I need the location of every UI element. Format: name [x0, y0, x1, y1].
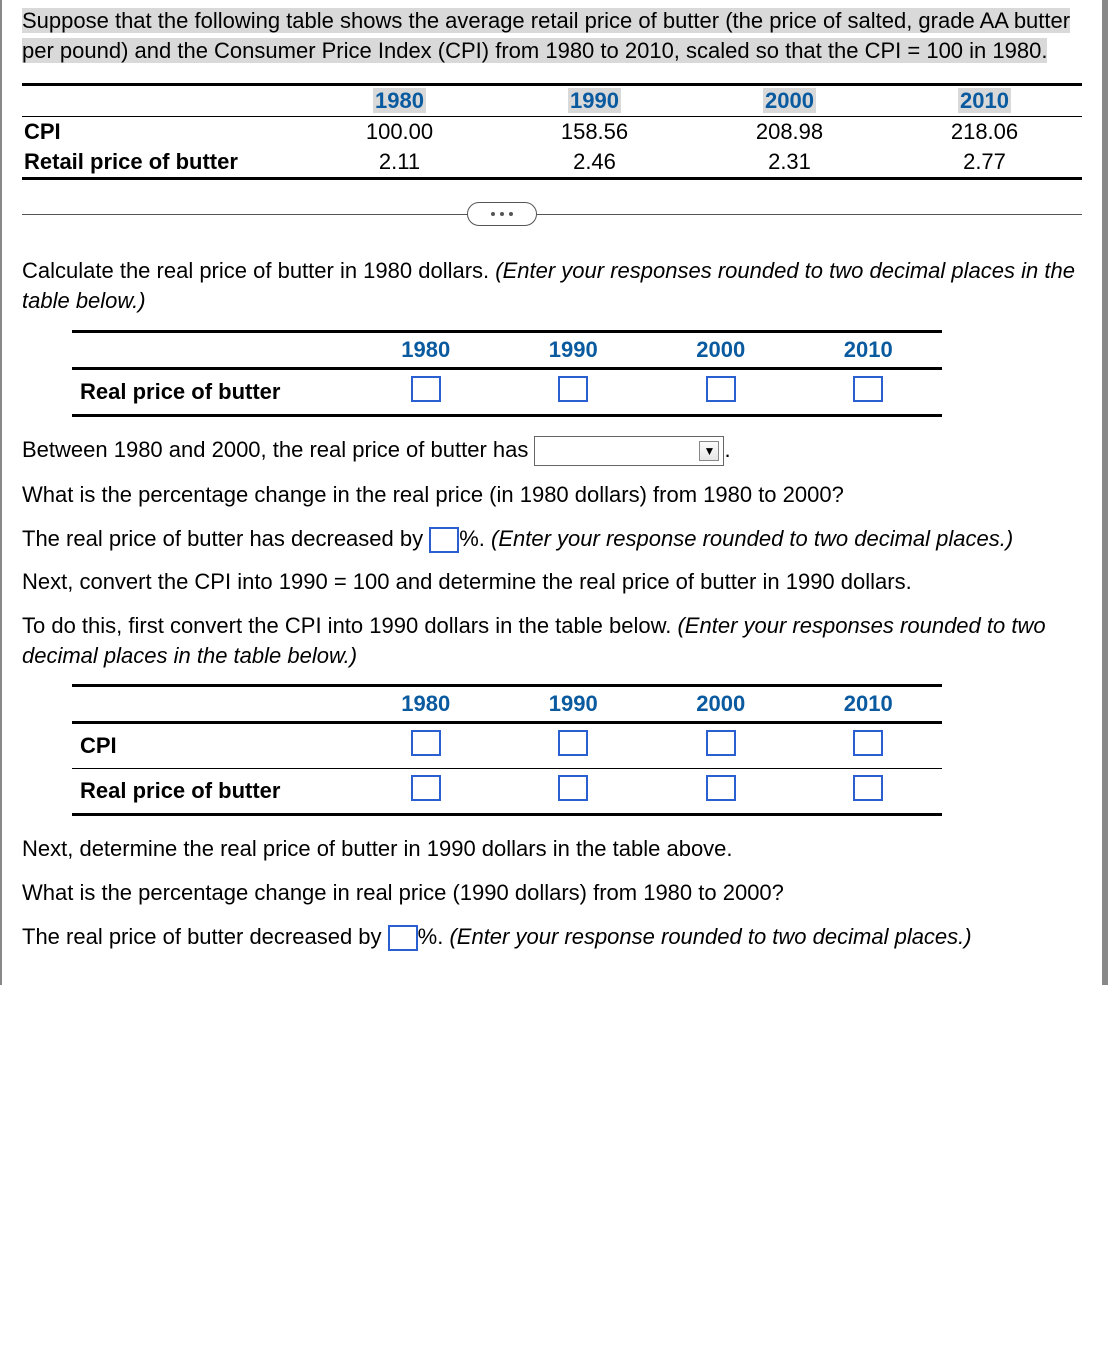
- q9-c: (Enter your response rounded to two deci…: [449, 924, 971, 949]
- real90-2010-input[interactable]: [853, 775, 883, 801]
- question-4-line: The real price of butter has decreased b…: [22, 524, 1082, 554]
- year-header: 2010: [795, 686, 943, 723]
- table-row: CPI 100.00 158.56 208.98 218.06: [22, 117, 1082, 148]
- cell: 2.11: [302, 147, 497, 179]
- cell: 158.56: [497, 117, 692, 148]
- year-header: 1990: [500, 331, 648, 368]
- question-page: Suppose that the following table shows t…: [0, 0, 1108, 985]
- section-divider: [22, 202, 1082, 226]
- real90-1980-input[interactable]: [411, 775, 441, 801]
- real-price-2010-input[interactable]: [853, 376, 883, 402]
- year-header: 1990: [497, 85, 692, 117]
- cpi90-2010-input[interactable]: [853, 730, 883, 756]
- question-1-prompt: Calculate the real price of butter in 19…: [22, 256, 1082, 315]
- question-8-line: What is the percentage change in real pr…: [22, 878, 1082, 908]
- row-label: Real price of butter: [72, 368, 352, 415]
- cell: 2.77: [887, 147, 1082, 179]
- intro-highlight: Suppose that the following table shows t…: [22, 8, 1070, 63]
- question-7-line: Next, determine the real price of butter…: [22, 834, 1082, 864]
- q4-b: %.: [459, 526, 491, 551]
- expand-button[interactable]: [467, 202, 537, 226]
- table-row: Retail price of butter 2.11 2.46 2.31 2.…: [22, 147, 1082, 179]
- q6-a: To do this, first convert the CPI into 1…: [22, 613, 677, 638]
- year-header: 1990: [500, 686, 648, 723]
- q9-a: The real price of butter decreased by: [22, 924, 388, 949]
- table-header-row: 1980 1990 2000 2010: [72, 686, 942, 723]
- answer-table-1: 1980 1990 2000 2010 Real price of butter: [72, 330, 942, 417]
- question-9-line: The real price of butter decreased by %.…: [22, 922, 1082, 952]
- row-label: CPI: [22, 117, 302, 148]
- table-row: Real price of butter: [72, 769, 942, 815]
- answer-table-2: 1980 1990 2000 2010 CPI Real price of bu…: [72, 684, 942, 816]
- year-header: 2000: [647, 686, 795, 723]
- cell: 208.98: [692, 117, 887, 148]
- intro-text: Suppose that the following table shows t…: [22, 6, 1082, 65]
- q4-c: (Enter your response rounded to two deci…: [491, 526, 1013, 551]
- row-label: Retail price of butter: [22, 147, 302, 179]
- year-header: 2010: [795, 331, 943, 368]
- q1-text: Calculate the real price of butter in 19…: [22, 258, 495, 283]
- table-row: Real price of butter: [72, 368, 942, 415]
- table-header-row: 1980 1990 2000 2010: [22, 85, 1082, 117]
- year-header: 1980: [302, 85, 497, 117]
- row-label: Real price of butter: [72, 769, 352, 815]
- cpi90-1980-input[interactable]: [411, 730, 441, 756]
- question-6-line: To do this, first convert the CPI into 1…: [22, 611, 1082, 670]
- cell: 100.00: [302, 117, 497, 148]
- cpi90-1990-input[interactable]: [558, 730, 588, 756]
- cell: 2.31: [692, 147, 887, 179]
- real-price-1990-input[interactable]: [558, 376, 588, 402]
- table-row: CPI: [72, 723, 942, 769]
- real-price-2000-input[interactable]: [706, 376, 736, 402]
- real-price-1980-input[interactable]: [411, 376, 441, 402]
- q4-a: The real price of butter has decreased b…: [22, 526, 429, 551]
- row-label: CPI: [72, 723, 352, 769]
- real90-2000-input[interactable]: [706, 775, 736, 801]
- year-header: 1980: [352, 331, 500, 368]
- cpi90-2000-input[interactable]: [706, 730, 736, 756]
- q9-b: %.: [418, 924, 450, 949]
- q2-text-b: .: [724, 437, 730, 462]
- year-header: 2000: [647, 331, 795, 368]
- chevron-down-icon: ▼: [699, 441, 719, 461]
- pct-change-1980-input[interactable]: [429, 527, 459, 553]
- direction-select[interactable]: ▼: [534, 436, 724, 466]
- year-header: 2010: [887, 85, 1082, 117]
- real90-1990-input[interactable]: [558, 775, 588, 801]
- year-header: 1980: [352, 686, 500, 723]
- q2-text-a: Between 1980 and 2000, the real price of…: [22, 437, 534, 462]
- question-5-line: Next, convert the CPI into 1990 = 100 an…: [22, 567, 1082, 597]
- pct-change-1990-input[interactable]: [388, 925, 418, 951]
- year-header: 2000: [692, 85, 887, 117]
- question-3-line: What is the percentage change in the rea…: [22, 480, 1082, 510]
- table-header-row: 1980 1990 2000 2010: [72, 331, 942, 368]
- question-2-line: Between 1980 and 2000, the real price of…: [22, 435, 1082, 466]
- cell: 218.06: [887, 117, 1082, 148]
- cell: 2.46: [497, 147, 692, 179]
- given-data-table: 1980 1990 2000 2010 CPI 100.00 158.56 20…: [22, 83, 1082, 180]
